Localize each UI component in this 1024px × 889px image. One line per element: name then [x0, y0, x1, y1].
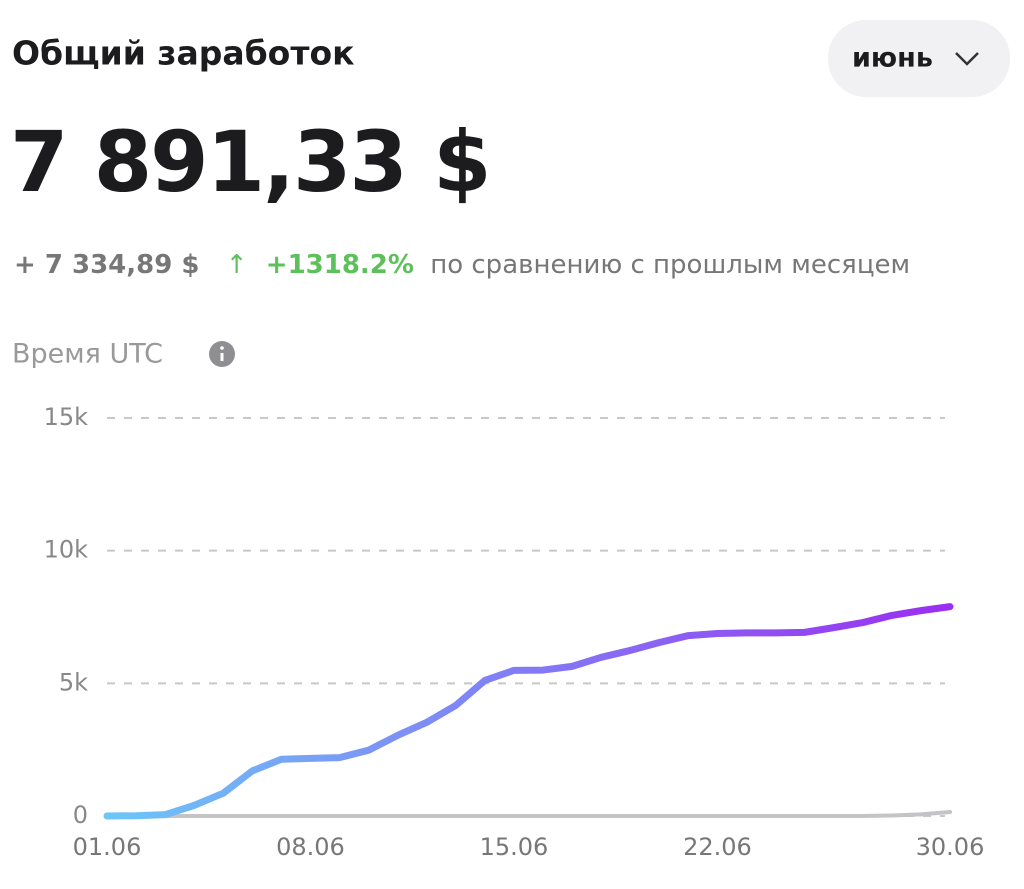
- x-tick-label: 30.06: [916, 833, 985, 861]
- y-tick-label: 5k: [59, 668, 88, 696]
- line: [103, 603, 954, 820]
- line: [105, 810, 952, 818]
- month-selector[interactable]: июнь: [828, 20, 1010, 97]
- title: Общий заработок: [12, 34, 355, 73]
- chevron[interactable]: [955, 52, 979, 66]
- percent: +1318.2%: [266, 250, 414, 280]
- total: 7 891,33 $: [10, 113, 490, 211]
- pill[interactable]: [828, 20, 1010, 97]
- arrow: ↑: [226, 250, 248, 280]
- comparison: по сравнению с прошлым месяцем: [430, 250, 910, 280]
- y-tick-label: 0: [73, 801, 88, 829]
- y-tick-label: 15k: [44, 403, 89, 431]
- x-tick-label: 01.06: [73, 833, 142, 861]
- y-tick-label: 10k: [44, 536, 89, 564]
- x-tick-label: 15.06: [480, 833, 549, 861]
- info-dot[interactable]: [220, 346, 224, 350]
- chart: 0 5k 10k 15k 01.06 08.06 15.06 22.06 30.06: [44, 403, 985, 861]
- x-tick-label: 08.06: [276, 833, 345, 861]
- x-tick-label: 22.06: [683, 833, 752, 861]
- month[interactable]: июнь: [852, 43, 933, 74]
- change: + 7 334,89 $: [14, 250, 199, 280]
- time-label: Время UTC: [12, 339, 163, 370]
- info-icon[interactable]: [209, 341, 235, 367]
- change-line: + 7 334,89 $ ↑ +1318.2% по сравнению с п…: [14, 250, 910, 280]
